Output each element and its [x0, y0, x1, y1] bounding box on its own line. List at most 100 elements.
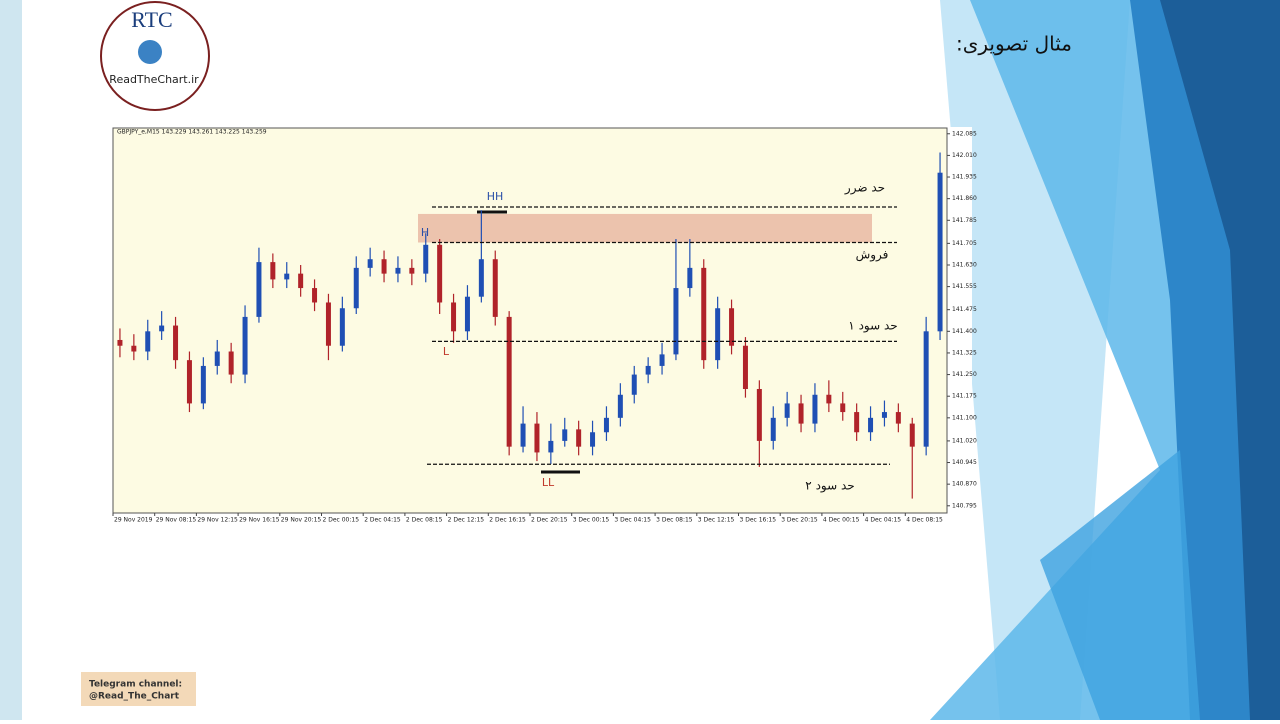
candle-body	[173, 325, 179, 361]
level-label: حد سود ۱	[848, 319, 897, 334]
level-label: حد ضرر	[844, 181, 885, 196]
y-tick-label: 141.325	[952, 349, 977, 356]
x-tick-label: 3 Dec 16:15	[740, 517, 777, 524]
candle-body	[312, 288, 318, 303]
decor	[1160, 0, 1280, 720]
level-label: حد سود ۲	[805, 479, 854, 494]
sell-zone	[418, 213, 872, 243]
candle-body	[923, 331, 929, 447]
x-tick-label: 4 Dec 04:15	[865, 517, 902, 524]
candle-body	[603, 417, 609, 433]
candle-body	[214, 351, 220, 366]
x-tick-label: 4 Dec 00:15	[823, 517, 860, 524]
candle-body	[881, 412, 887, 418]
x-tick-label: 3 Dec 00:15	[573, 517, 610, 524]
candle-body	[117, 339, 123, 346]
candle-body	[159, 325, 165, 332]
candle-body	[715, 308, 721, 361]
y-tick-label: 141.785	[952, 217, 977, 224]
candle-body	[325, 302, 331, 346]
x-tick-label: 2 Dec 12:15	[448, 517, 485, 524]
slide-title: مثال تصویری:	[956, 32, 1072, 56]
x-tick-label: 3 Dec 20:15	[781, 517, 818, 524]
annotation: H	[421, 226, 429, 239]
candle-body	[756, 388, 762, 441]
candle-body	[645, 365, 651, 375]
candle-body	[617, 394, 623, 418]
candle-body	[200, 365, 206, 404]
candle-body	[145, 331, 151, 352]
y-tick-label: 141.630	[952, 261, 977, 268]
y-tick-label: 141.175	[952, 393, 977, 400]
x-tick-label: 2 Dec 16:15	[489, 517, 526, 524]
logo-site: ReadTheChart.ir	[109, 73, 199, 86]
x-tick-label: 29 Nov 08:15	[156, 517, 197, 524]
candle-body	[367, 259, 373, 268]
candle-body	[659, 354, 665, 366]
candle-body	[840, 403, 846, 413]
candle-body	[186, 360, 192, 404]
level-label: فروش	[856, 248, 889, 263]
y-tick-label: 140.870	[952, 481, 977, 488]
y-tick-label: 141.705	[952, 240, 977, 247]
y-tick-label: 142.085	[952, 130, 977, 137]
annotation: L	[443, 345, 450, 358]
candle-body	[812, 394, 818, 424]
y-tick-label: 140.945	[952, 459, 977, 466]
candle-body	[520, 423, 526, 447]
x-tick-label: 29 Nov 2019	[114, 517, 153, 524]
candle-body	[451, 302, 457, 332]
annotation: HH	[487, 190, 504, 203]
decor	[1040, 450, 1200, 720]
candle-body	[742, 345, 748, 389]
candle-body	[381, 259, 387, 274]
y-tick-label: 141.250	[952, 371, 977, 378]
candle-body	[770, 417, 776, 441]
footer-text: @Read_The_Chart	[89, 692, 180, 702]
y-tick-label: 141.475	[952, 306, 977, 313]
x-tick-label: 2 Dec 00:15	[323, 517, 360, 524]
logo-text: RTC	[131, 7, 172, 32]
candle-body	[242, 316, 248, 375]
candle-body	[631, 374, 637, 395]
candle-body	[492, 259, 498, 317]
candle-body	[854, 412, 860, 433]
candle-body	[409, 267, 415, 274]
candle-body	[534, 423, 540, 453]
candle-body	[673, 288, 679, 355]
y-tick-label: 140.795	[952, 502, 977, 509]
y-tick-label: 141.935	[952, 174, 977, 181]
candle-body	[131, 345, 137, 352]
x-tick-label: 29 Nov 12:15	[197, 517, 238, 524]
candle-body	[437, 244, 443, 303]
candle-body	[701, 267, 707, 361]
plot-area	[112, 127, 948, 514]
candle-body	[548, 440, 554, 453]
candle-body	[423, 244, 429, 274]
candle-body	[270, 262, 276, 280]
footer-box	[81, 672, 196, 706]
candle-body	[298, 273, 304, 289]
candle-body	[576, 429, 582, 447]
candle-body	[687, 267, 693, 289]
x-tick-label: 3 Dec 12:15	[698, 517, 735, 524]
x-tick-label: 29 Nov 16:15	[239, 517, 280, 524]
x-tick-label: 3 Dec 08:15	[656, 517, 693, 524]
candle-body	[562, 429, 568, 441]
candle-body	[228, 351, 234, 375]
x-tick-label: 29 Nov 20:15	[281, 517, 322, 524]
candle-body	[895, 412, 901, 424]
x-tick-label: 3 Dec 04:15	[614, 517, 651, 524]
candle-body	[826, 394, 832, 404]
candle-body	[284, 273, 290, 280]
candle-body	[798, 403, 804, 424]
logo-globe	[138, 40, 162, 64]
x-tick-label: 2 Dec 08:15	[406, 517, 443, 524]
candle-body	[256, 262, 262, 317]
candle-body	[353, 267, 359, 309]
candle-body	[729, 308, 735, 346]
candle-body	[590, 432, 596, 447]
y-tick-label: 141.860	[952, 195, 977, 202]
